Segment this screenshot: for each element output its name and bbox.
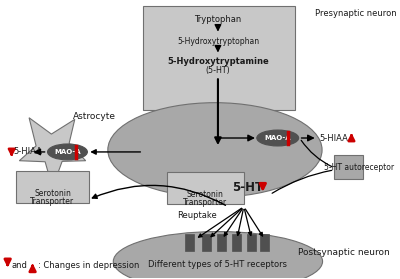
- Text: : Changes in depression: : Changes in depression: [38, 261, 139, 270]
- Text: 5-Hydroxytryptamine: 5-Hydroxytryptamine: [167, 57, 269, 66]
- Text: 5-Hydroxytryptophan: 5-Hydroxytryptophan: [177, 37, 259, 45]
- Text: 5-HT: 5-HT: [232, 181, 263, 194]
- Text: Astrocyte: Astrocyte: [72, 112, 116, 121]
- Bar: [260, 234, 269, 251]
- Text: 5-HIAA: 5-HIAA: [14, 147, 42, 157]
- Bar: [217, 234, 226, 251]
- FancyArrowPatch shape: [92, 185, 226, 205]
- FancyArrowPatch shape: [211, 208, 242, 237]
- FancyArrowPatch shape: [198, 208, 242, 237]
- Text: and: and: [12, 261, 28, 270]
- Text: Transporter: Transporter: [30, 197, 74, 206]
- Ellipse shape: [48, 144, 87, 160]
- Text: Transporter: Transporter: [183, 198, 227, 207]
- Bar: [232, 234, 241, 251]
- FancyArrowPatch shape: [224, 209, 242, 236]
- FancyArrowPatch shape: [244, 209, 252, 235]
- Text: Different types of 5-HT receptors: Different types of 5-HT receptors: [148, 260, 288, 270]
- Text: Tryptophan: Tryptophan: [194, 15, 242, 24]
- FancyArrowPatch shape: [301, 140, 332, 167]
- FancyBboxPatch shape: [143, 6, 295, 110]
- Bar: [185, 234, 194, 251]
- Text: MAO-A: MAO-A: [264, 135, 291, 141]
- FancyArrowPatch shape: [92, 150, 140, 154]
- Text: Serotonin: Serotonin: [34, 189, 71, 198]
- Text: (5-HT): (5-HT): [206, 66, 230, 75]
- Ellipse shape: [113, 232, 322, 279]
- Text: Serotonin: Serotonin: [186, 190, 224, 199]
- Text: Presynaptic neuron: Presynaptic neuron: [315, 9, 396, 18]
- FancyBboxPatch shape: [16, 171, 89, 203]
- Ellipse shape: [257, 130, 299, 146]
- FancyArrowPatch shape: [272, 170, 332, 193]
- Text: 5-HIAA: 5-HIAA: [320, 134, 348, 143]
- Ellipse shape: [108, 103, 322, 197]
- Bar: [202, 234, 211, 251]
- FancyArrowPatch shape: [245, 209, 262, 236]
- Text: Reuptake: Reuptake: [177, 211, 217, 220]
- Text: 5-HT autoreceptor: 5-HT autoreceptor: [324, 163, 394, 172]
- FancyBboxPatch shape: [167, 172, 244, 204]
- FancyArrowPatch shape: [237, 209, 243, 235]
- Text: MAO-A: MAO-A: [54, 149, 81, 155]
- FancyBboxPatch shape: [334, 155, 364, 179]
- Polygon shape: [19, 118, 86, 188]
- Text: Postsynaptic neuron: Postsynaptic neuron: [298, 249, 389, 258]
- Bar: [247, 234, 256, 251]
